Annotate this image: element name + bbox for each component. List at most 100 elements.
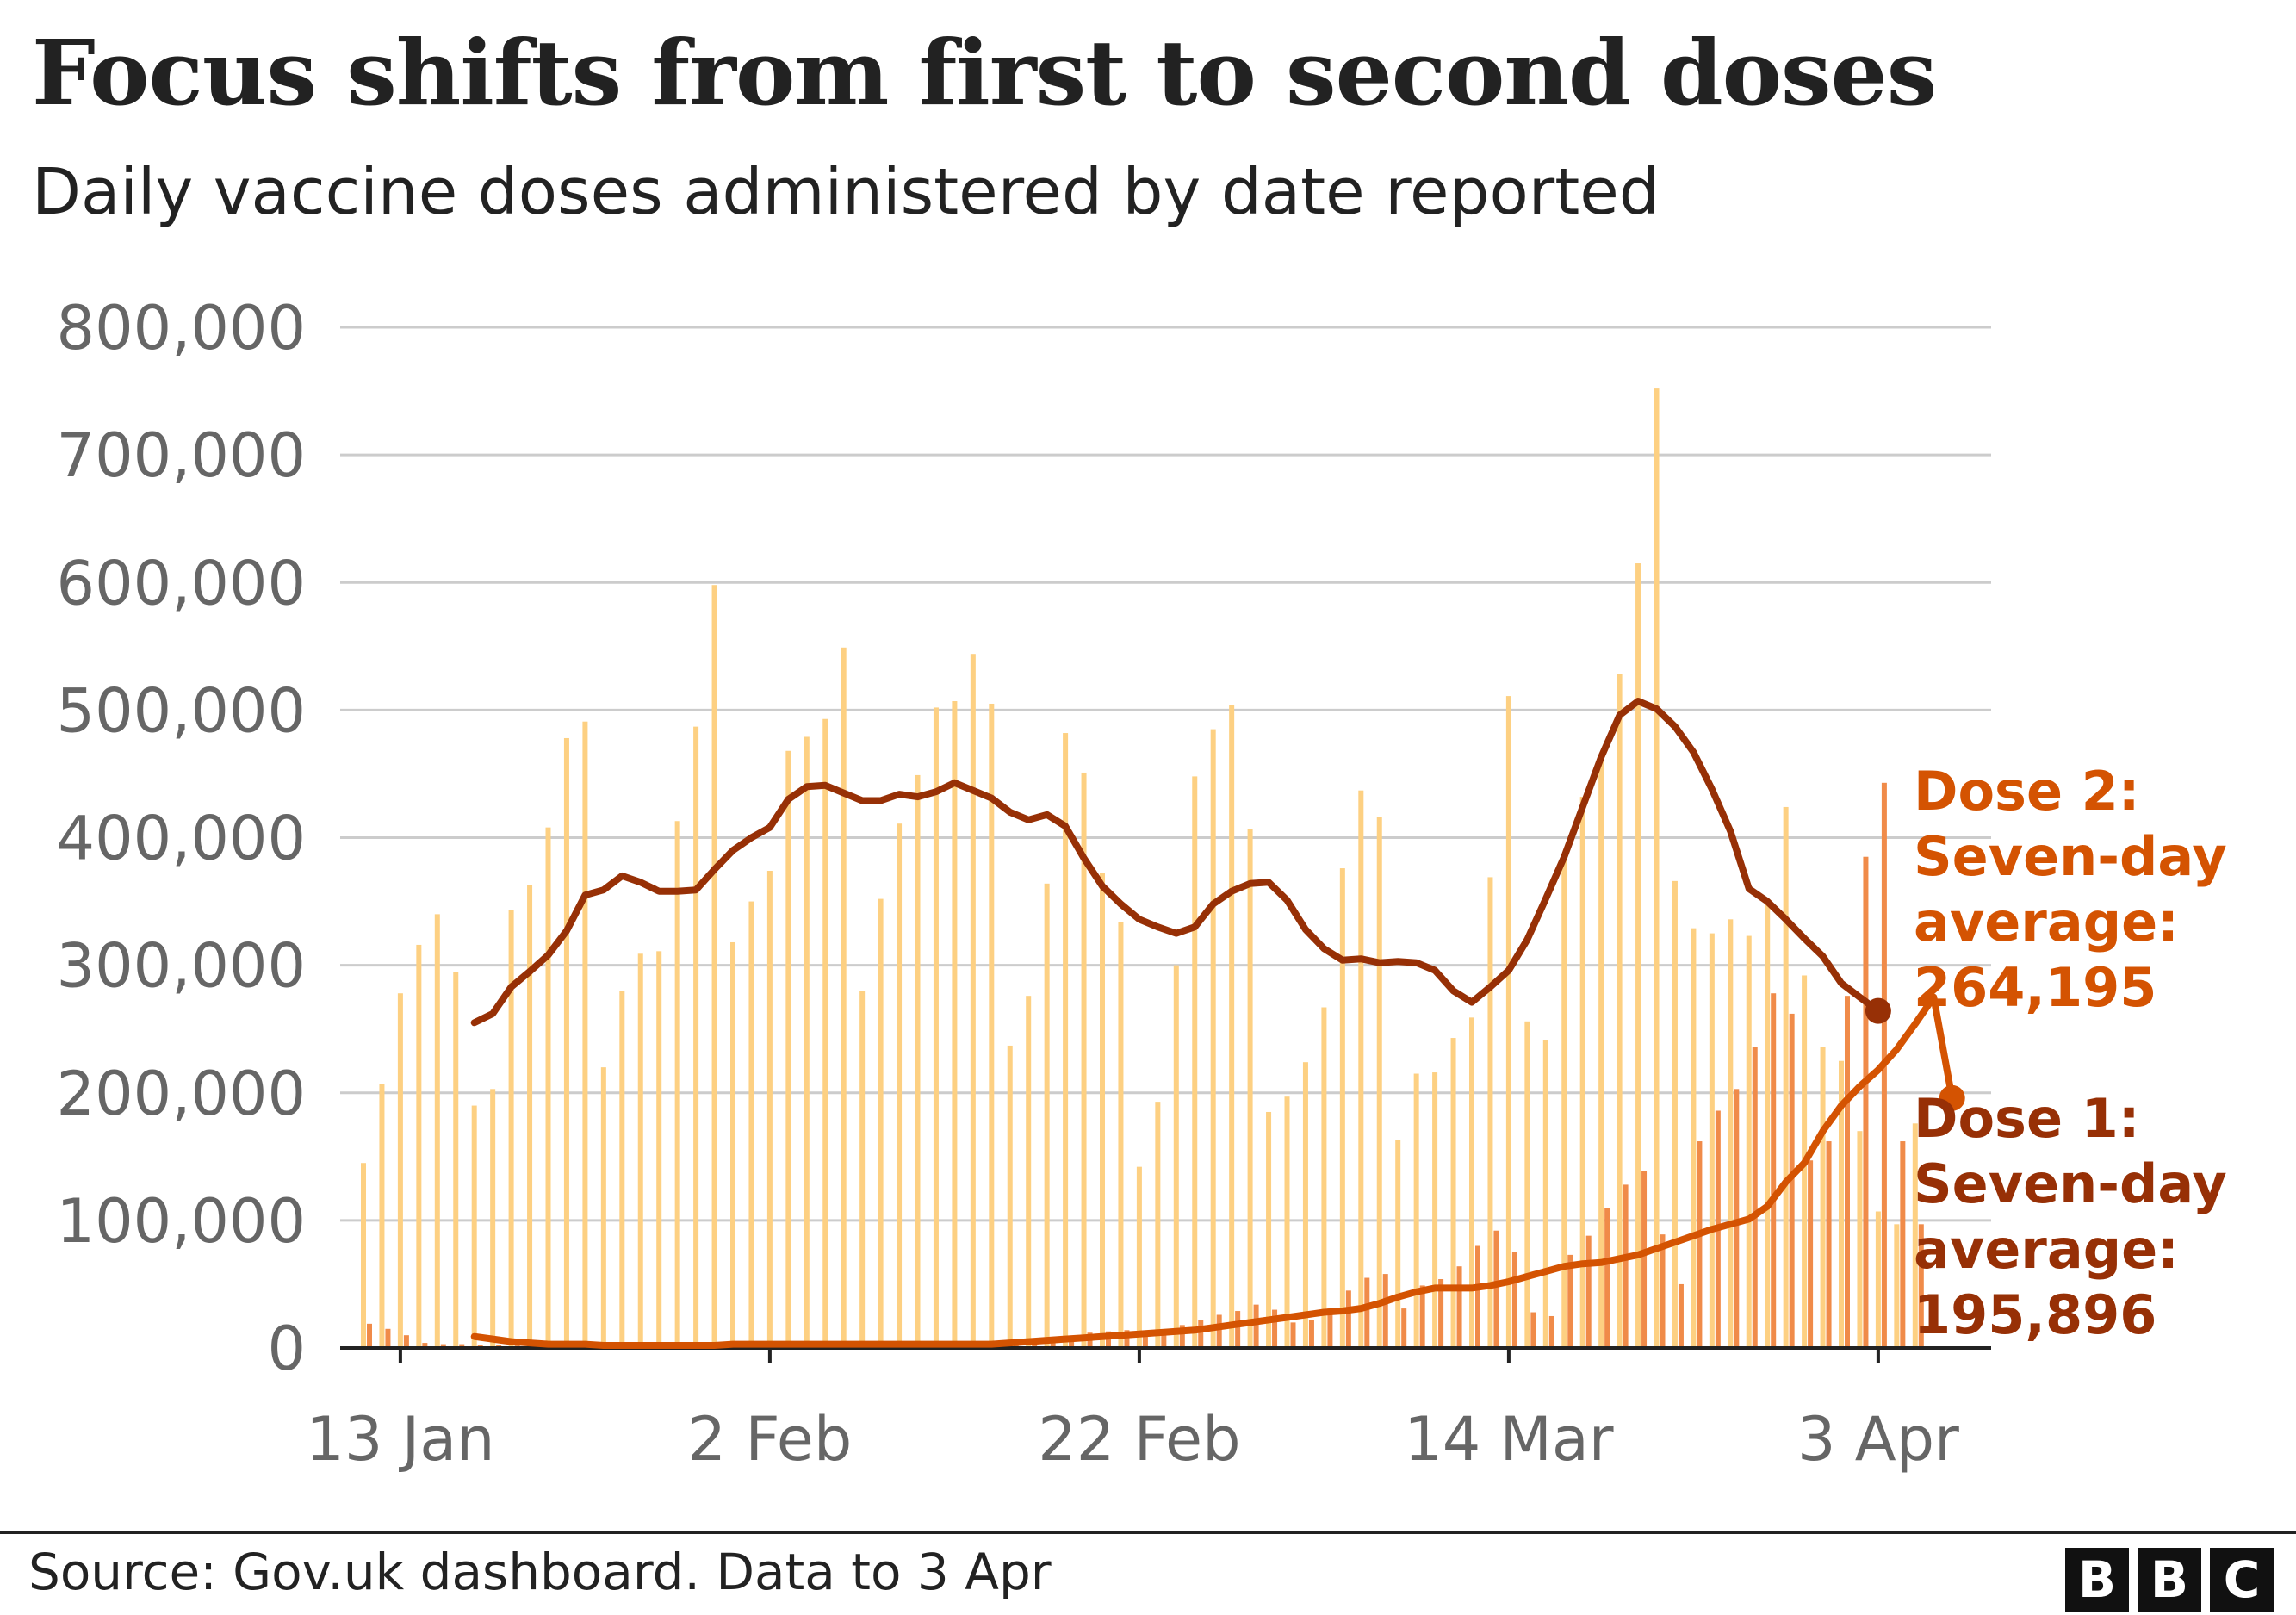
dose1-bar	[471, 1105, 477, 1348]
y-tick-label: 700,000	[57, 420, 306, 491]
dose2-bar	[1789, 1013, 1795, 1348]
y-tick-label: 0	[267, 1314, 306, 1384]
dose1-bar	[822, 718, 828, 1348]
dose2-bar	[1900, 1141, 1906, 1348]
dose2-bar	[1235, 1311, 1241, 1348]
dose2-bar	[403, 1335, 409, 1348]
dose1-bar	[1413, 1073, 1419, 1348]
dose2-bar	[1752, 1047, 1758, 1348]
dose1-bar	[1691, 928, 1697, 1348]
dose1-bar	[878, 898, 884, 1348]
dose1-bar	[989, 703, 995, 1348]
dose2-average-line-end-marker	[1939, 1084, 1965, 1111]
dose1-bar	[1505, 696, 1511, 1348]
dose1-bar	[1173, 965, 1179, 1348]
dose1-bar	[841, 647, 847, 1348]
dose1-bar	[619, 991, 625, 1348]
dose2-bar	[1604, 1208, 1610, 1348]
dose1-bar	[1063, 733, 1069, 1348]
dose1-bar	[1339, 868, 1345, 1348]
dose1-bar	[674, 821, 680, 1348]
dose1-bar	[1044, 883, 1050, 1348]
dose1-bar	[1192, 776, 1198, 1348]
dose2-bar	[459, 1344, 465, 1348]
dose2-bar	[1438, 1279, 1444, 1348]
dose2-bar	[1142, 1332, 1148, 1348]
dose2-bar	[1216, 1314, 1222, 1348]
dose2-bar	[1161, 1330, 1167, 1348]
dose1-bar	[1617, 674, 1623, 1348]
dose1-bar	[730, 941, 735, 1348]
dose1-bar	[1321, 1007, 1327, 1348]
dose1-average-line-end-marker	[1865, 997, 1891, 1024]
dose1-bar	[1542, 1040, 1548, 1348]
dose1-bar	[1118, 922, 1124, 1348]
bbc-logo-b2: B	[2138, 1548, 2201, 1612]
dose1-bar	[397, 993, 403, 1348]
dose2-end-label-line: 264,195	[1914, 956, 2156, 1019]
dose1-bar	[1598, 760, 1604, 1348]
dose1-bar	[1266, 1111, 1272, 1348]
dose1-bar	[748, 901, 754, 1348]
dose2-bar	[1272, 1309, 1278, 1348]
dose2-bar	[1124, 1330, 1130, 1348]
x-axis: 13 Jan 2 Feb 22 Feb 14 Mar 3 Apr	[306, 1346, 1991, 1475]
dose2-bar	[1198, 1320, 1204, 1348]
dose2-bar	[1808, 1160, 1814, 1348]
dose1-bar	[1857, 1131, 1863, 1348]
dose1-end-label-line: 195,896	[1914, 1283, 2156, 1346]
x-tick-label: 3 Apr	[1797, 1404, 1959, 1475]
y-tick-label: 400,000	[57, 804, 306, 874]
average-lines	[470, 698, 1965, 1349]
dose1-bar	[933, 707, 939, 1348]
dose2-bar	[1697, 1141, 1703, 1348]
dose1-bar	[804, 736, 810, 1348]
y-tick-label: 500,000	[57, 675, 306, 746]
dose2-bar	[1475, 1245, 1480, 1348]
dose1-bar	[1654, 388, 1660, 1349]
y-tick-label: 300,000	[57, 931, 306, 1002]
bbc-logo-b1: B	[2065, 1548, 2129, 1612]
dose2-bar	[1567, 1254, 1573, 1348]
dose1-bar	[952, 701, 958, 1348]
dose1-bar	[1026, 996, 1032, 1348]
dose2-bar	[1623, 1184, 1629, 1348]
dose1-bar	[970, 654, 976, 1348]
dose2-bars	[367, 782, 1924, 1348]
dose1-bar	[693, 726, 699, 1348]
dose2-bar	[1382, 1274, 1388, 1348]
dose1-bar	[1820, 1047, 1826, 1348]
dose2-bar	[422, 1343, 428, 1348]
dose1-bar	[1783, 806, 1789, 1348]
y-tick-label: 100,000	[57, 1186, 306, 1257]
dose2-bar	[1530, 1312, 1536, 1348]
dose2-end-label-line: Dose 2:	[1914, 760, 2140, 823]
dose1-bar	[453, 972, 459, 1348]
dose1-bar	[1302, 1062, 1308, 1348]
dose1-bar	[1081, 772, 1087, 1348]
dose1-end-label-line: Dose 1:	[1914, 1087, 2140, 1150]
dose2-bar	[1401, 1308, 1407, 1348]
dose2-bar	[1456, 1266, 1462, 1348]
dose2-bar	[1050, 1340, 1056, 1348]
dose1-bar	[1765, 901, 1771, 1348]
dose1-bar	[915, 774, 921, 1348]
dose1-bar	[1839, 1060, 1844, 1348]
dose1-bar	[508, 910, 514, 1348]
dose1-bar	[490, 1089, 496, 1348]
dose1-bar	[1875, 1211, 1881, 1348]
dose2-bar	[1918, 1224, 1924, 1348]
dose2-bar	[1013, 1344, 1019, 1348]
x-tick-label: 22 Feb	[1038, 1404, 1240, 1475]
dose1-bar	[1450, 1038, 1456, 1348]
dose2-end-label-line: average:	[1914, 891, 2179, 953]
dose2-bar	[1641, 1171, 1648, 1348]
dose1-bar	[897, 823, 903, 1348]
dose1-bar	[1635, 563, 1641, 1348]
footer-rule	[0, 1531, 2296, 1534]
dose2-bar	[1032, 1343, 1038, 1348]
dose1-end-label-line: average:	[1914, 1218, 2179, 1281]
dose2-bar	[367, 1323, 372, 1348]
dose1-bar	[600, 1067, 606, 1348]
